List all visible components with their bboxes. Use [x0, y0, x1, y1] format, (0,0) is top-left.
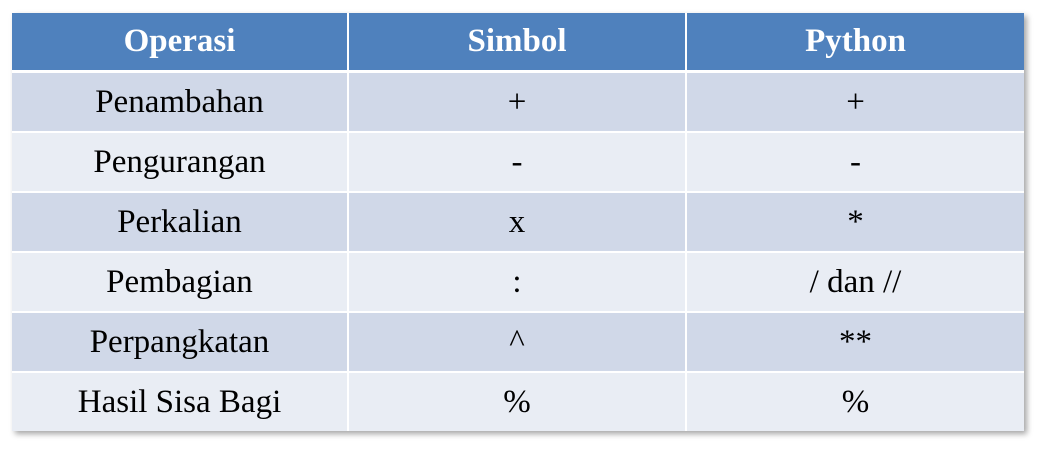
- cell-operasi: Perkalian: [12, 193, 349, 253]
- cell-simbol: -: [349, 133, 687, 193]
- table-row: Perkalian x *: [12, 193, 1024, 253]
- cell-python: **: [687, 313, 1024, 373]
- cell-operasi: Pengurangan: [12, 133, 349, 193]
- header-simbol: Simbol: [349, 13, 687, 73]
- table-row: Hasil Sisa Bagi % %: [12, 373, 1024, 431]
- cell-python: %: [687, 373, 1024, 431]
- table-row: Penambahan + +: [12, 73, 1024, 133]
- operators-table-container: Operasi Simbol Python Penambahan + + Pen…: [12, 13, 1024, 431]
- operators-table: Operasi Simbol Python Penambahan + + Pen…: [12, 13, 1024, 431]
- cell-operasi: Perpangkatan: [12, 313, 349, 373]
- cell-simbol: ^: [349, 313, 687, 373]
- table-row: Pembagian : / dan //: [12, 253, 1024, 313]
- cell-simbol: +: [349, 73, 687, 133]
- cell-python: / dan //: [687, 253, 1024, 313]
- cell-operasi: Hasil Sisa Bagi: [12, 373, 349, 431]
- cell-python: +: [687, 73, 1024, 133]
- cell-python: *: [687, 193, 1024, 253]
- table-row: Pengurangan - -: [12, 133, 1024, 193]
- cell-simbol: :: [349, 253, 687, 313]
- cell-simbol: x: [349, 193, 687, 253]
- table-row: Perpangkatan ^ **: [12, 313, 1024, 373]
- cell-python: -: [687, 133, 1024, 193]
- header-operasi: Operasi: [12, 13, 349, 73]
- header-python: Python: [687, 13, 1024, 73]
- cell-operasi: Penambahan: [12, 73, 349, 133]
- cell-simbol: %: [349, 373, 687, 431]
- table-header-row: Operasi Simbol Python: [12, 13, 1024, 73]
- cell-operasi: Pembagian: [12, 253, 349, 313]
